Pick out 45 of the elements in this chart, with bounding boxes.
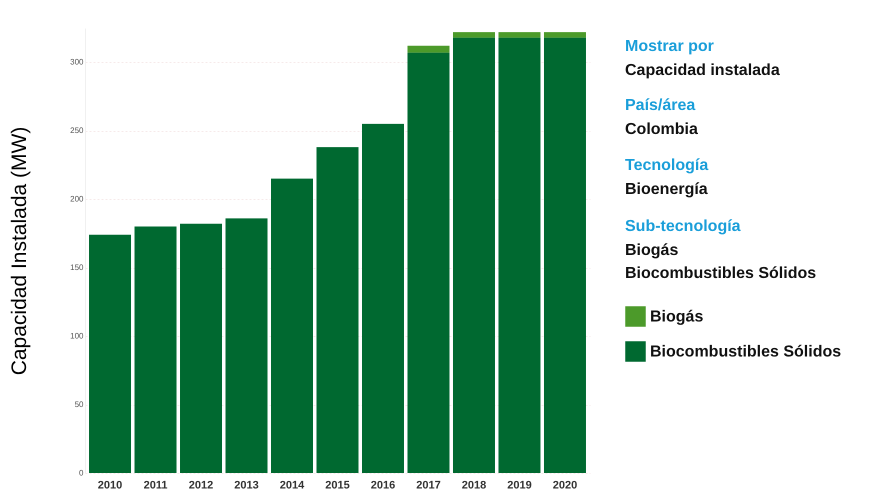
bar (452, 38, 495, 473)
text: Mostrar por (625, 38, 714, 55)
bar (407, 46, 450, 53)
bar (271, 178, 314, 473)
bar (544, 32, 586, 38)
y-tick-label: 0 (79, 468, 84, 478)
y-tick-label: 150 (70, 263, 84, 272)
legend-label: Biocombustibles Sólidos (650, 344, 842, 360)
x-tick-label: 2017 (416, 480, 441, 492)
bar (180, 224, 222, 473)
x-tick-label: 2015 (325, 480, 350, 492)
y-axis-title: Capacidad Instalada (MW) (8, 126, 32, 376)
bar (544, 38, 586, 473)
text: Tecnología (625, 157, 708, 174)
x-tick-label: 2019 (507, 480, 532, 492)
text: Biogás (625, 242, 678, 259)
y-tick-label: 50 (74, 400, 84, 410)
y-tick-label: 300 (70, 58, 84, 67)
text: País/área (625, 97, 696, 114)
bar (316, 147, 358, 473)
x-tick-label: 2018 (462, 480, 486, 492)
x-tick-label: 2020 (552, 480, 578, 492)
x-tick-label: 2014 (280, 480, 306, 492)
x-tick-label: 2010 (98, 480, 122, 492)
y-tick-label: 200 (70, 194, 84, 204)
text: Capacidad instalada (625, 62, 780, 79)
bar (89, 234, 132, 473)
x-tick-label: 2012 (188, 480, 214, 492)
y-tick-label: 250 (70, 126, 84, 136)
bar (226, 218, 268, 473)
legend-label: Biogás (650, 308, 704, 326)
x-tick-label: 2016 (370, 480, 396, 492)
x-tick-label: 2011 (144, 480, 168, 492)
bar (134, 226, 177, 473)
text: Colombia (625, 121, 698, 138)
bar (452, 32, 495, 38)
bar (362, 124, 404, 473)
text: Sub-tecnología (625, 218, 741, 235)
bar (498, 32, 540, 38)
text: Biocombustibles Sólidos (625, 265, 816, 282)
bar (498, 38, 540, 473)
y-tick-label: 100 (70, 332, 84, 341)
text: Bioenergía (625, 181, 708, 198)
bar (407, 52, 450, 473)
x-tick-label: 2013 (234, 480, 259, 492)
